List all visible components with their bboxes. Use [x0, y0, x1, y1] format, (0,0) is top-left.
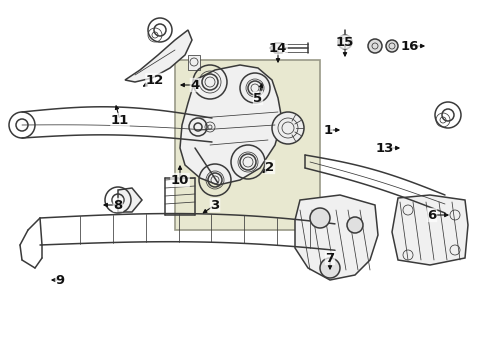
- Text: 15: 15: [336, 36, 354, 49]
- Polygon shape: [118, 188, 142, 212]
- Text: 4: 4: [191, 78, 199, 91]
- Polygon shape: [180, 65, 282, 185]
- Circle shape: [338, 35, 352, 49]
- Text: 5: 5: [253, 91, 263, 104]
- Text: 3: 3: [210, 198, 220, 212]
- Circle shape: [310, 208, 330, 228]
- Circle shape: [347, 217, 363, 233]
- Text: 1: 1: [323, 123, 333, 136]
- Text: 8: 8: [113, 198, 122, 212]
- Text: 7: 7: [325, 252, 335, 265]
- Polygon shape: [295, 195, 378, 280]
- Polygon shape: [188, 55, 200, 70]
- Text: 9: 9: [55, 274, 65, 287]
- Circle shape: [272, 112, 304, 144]
- Circle shape: [320, 258, 340, 278]
- Text: 14: 14: [269, 41, 287, 54]
- Polygon shape: [270, 43, 285, 53]
- Polygon shape: [392, 195, 468, 265]
- Polygon shape: [125, 30, 192, 82]
- Polygon shape: [198, 118, 215, 138]
- Text: 12: 12: [146, 73, 164, 86]
- Text: 10: 10: [171, 174, 189, 186]
- Text: 16: 16: [401, 40, 419, 53]
- Text: 6: 6: [427, 208, 437, 221]
- Circle shape: [368, 39, 382, 53]
- Circle shape: [386, 40, 398, 52]
- Text: 2: 2: [266, 161, 274, 174]
- Text: 13: 13: [376, 141, 394, 154]
- FancyBboxPatch shape: [175, 60, 320, 230]
- Text: 11: 11: [111, 113, 129, 126]
